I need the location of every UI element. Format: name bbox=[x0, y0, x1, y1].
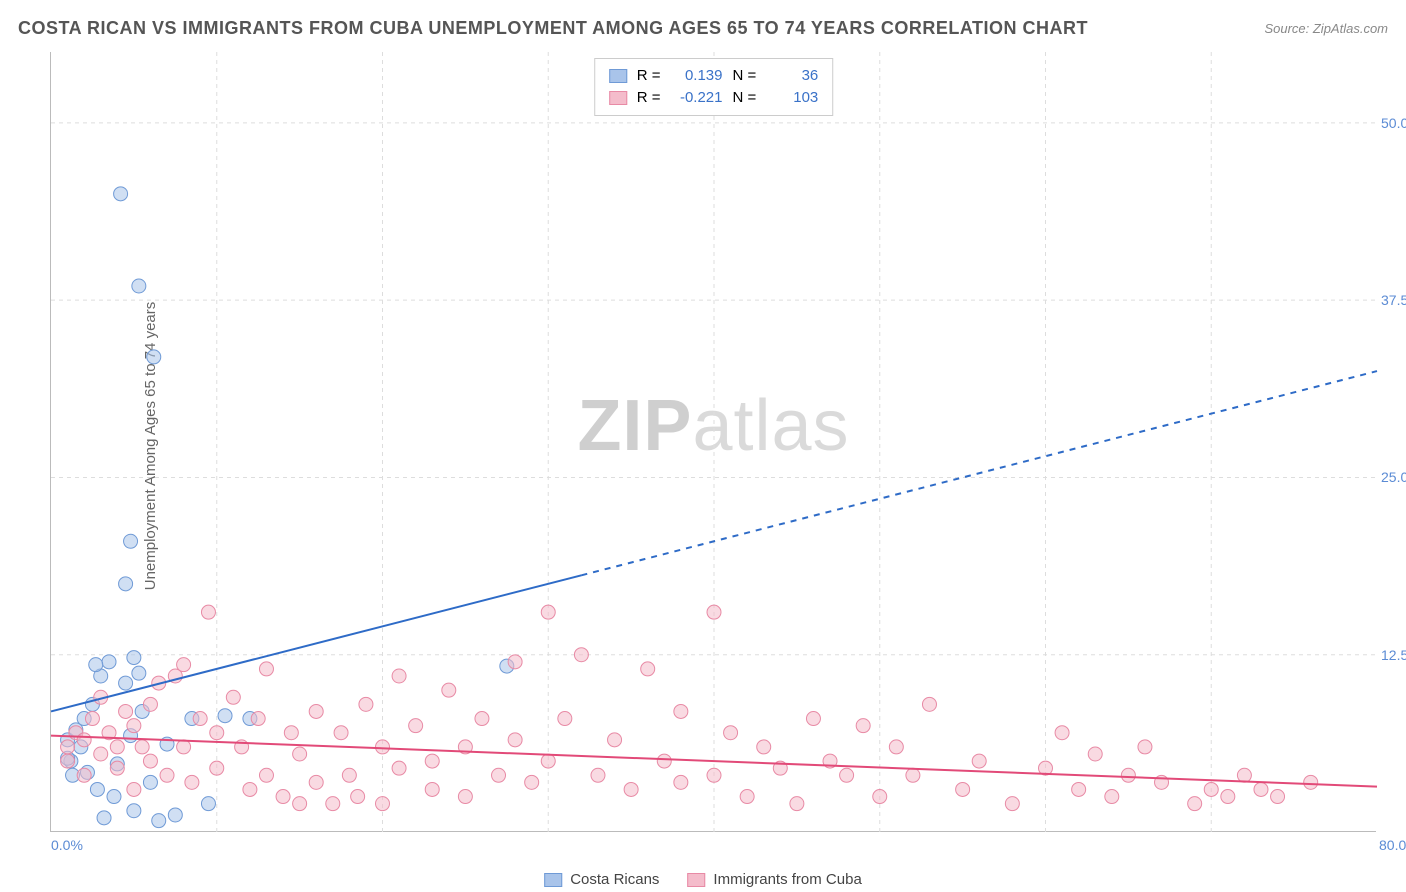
n-value-series-a: 36 bbox=[766, 65, 818, 87]
n-label: N = bbox=[733, 87, 757, 109]
r-label: R = bbox=[637, 87, 661, 109]
chart-container: COSTA RICAN VS IMMIGRANTS FROM CUBA UNEM… bbox=[0, 0, 1406, 892]
correlation-stats-box: R = 0.139 N = 36 R = -0.221 N = 103 bbox=[594, 58, 834, 116]
scatter-points-layer bbox=[51, 52, 1377, 832]
n-label: N = bbox=[733, 65, 757, 87]
stats-row-series-b: R = -0.221 N = 103 bbox=[609, 87, 819, 109]
y-tick-label: 25.0% bbox=[1381, 469, 1406, 485]
bottom-legend: Costa Ricans Immigrants from Cuba bbox=[544, 871, 862, 888]
y-tick-label: 50.0% bbox=[1381, 115, 1406, 131]
r-value-series-a: 0.139 bbox=[671, 65, 723, 87]
plot-area: ZIPatlas R = 0.139 N = 36 R = -0.221 N =… bbox=[50, 52, 1376, 832]
source-attribution: Source: ZipAtlas.com bbox=[1264, 21, 1388, 36]
r-value-series-b: -0.221 bbox=[671, 87, 723, 109]
legend-label-b: Immigrants from Cuba bbox=[713, 871, 861, 888]
chart-title: COSTA RICAN VS IMMIGRANTS FROM CUBA UNEM… bbox=[18, 18, 1088, 39]
stats-row-series-a: R = 0.139 N = 36 bbox=[609, 65, 819, 87]
swatch-series-a-icon bbox=[609, 69, 627, 83]
y-tick-label: 12.5% bbox=[1381, 647, 1406, 663]
x-tick-max: 80.0% bbox=[1379, 837, 1406, 853]
legend-swatch-b-icon bbox=[687, 873, 705, 887]
legend-item-series-a: Costa Ricans bbox=[544, 871, 659, 888]
title-row: COSTA RICAN VS IMMIGRANTS FROM CUBA UNEM… bbox=[18, 18, 1388, 39]
r-label: R = bbox=[637, 65, 661, 87]
legend-item-series-b: Immigrants from Cuba bbox=[687, 871, 861, 888]
legend-label-a: Costa Ricans bbox=[570, 871, 659, 888]
y-tick-label: 37.5% bbox=[1381, 292, 1406, 308]
legend-swatch-a-icon bbox=[544, 873, 562, 887]
swatch-series-b-icon bbox=[609, 91, 627, 105]
x-tick-min: 0.0% bbox=[51, 837, 83, 853]
n-value-series-b: 103 bbox=[766, 87, 818, 109]
